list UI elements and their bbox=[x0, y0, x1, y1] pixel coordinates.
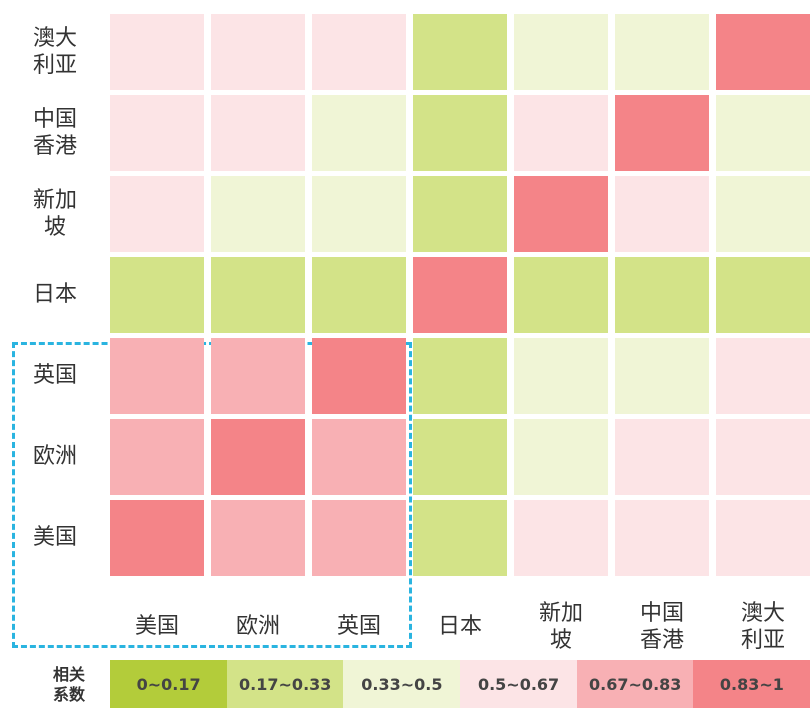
heatmap-cell bbox=[211, 95, 305, 171]
heatmap-cell bbox=[413, 14, 507, 90]
heatmap-cell bbox=[615, 338, 709, 414]
legend-item: 0~0.17 bbox=[110, 660, 228, 708]
row-label: 中国香港 bbox=[32, 106, 77, 160]
heatmap-cell bbox=[211, 338, 305, 414]
legend-item: 0.67~0.83 bbox=[576, 660, 694, 708]
heatmap-cell bbox=[716, 14, 810, 90]
heatmap-cell bbox=[716, 176, 810, 252]
legend-item: 0.33~0.5 bbox=[343, 660, 461, 708]
heatmap-cell bbox=[413, 419, 507, 495]
heatmap-cell bbox=[716, 95, 810, 171]
column-label-box: 欧洲 bbox=[211, 587, 305, 667]
heatmap-cell bbox=[514, 338, 608, 414]
heatmap-cell bbox=[110, 14, 204, 90]
heatmap-cell bbox=[716, 419, 810, 495]
heatmap-cell bbox=[110, 95, 204, 171]
heatmap-cell bbox=[514, 257, 608, 333]
column-label: 欧洲 bbox=[235, 614, 280, 640]
row-label-box: 中国香港 bbox=[10, 95, 100, 171]
heatmap-cell bbox=[211, 500, 305, 576]
heatmap-cell bbox=[514, 500, 608, 576]
heatmap-cell bbox=[615, 95, 709, 171]
heatmap-cell bbox=[413, 95, 507, 171]
heatmap-cell bbox=[312, 176, 406, 252]
heatmap-cell bbox=[110, 257, 204, 333]
heatmap-cell bbox=[312, 338, 406, 414]
legend-item: 0.5~0.67 bbox=[460, 660, 578, 708]
heatmap-cell bbox=[312, 500, 406, 576]
legend-item: 0.17~0.33 bbox=[226, 660, 344, 708]
row-label-box: 澳大利亚 bbox=[10, 14, 100, 90]
heatmap-cell bbox=[211, 176, 305, 252]
heatmap-cell bbox=[716, 338, 810, 414]
heatmap-cell bbox=[514, 176, 608, 252]
row-label-box: 新加坡 bbox=[10, 176, 100, 252]
heatmap-cell bbox=[110, 176, 204, 252]
column-label: 中国香港 bbox=[639, 600, 684, 654]
heatmap-cell bbox=[211, 257, 305, 333]
row-label: 美国 bbox=[32, 525, 77, 551]
legend-title-box: 相关系数 bbox=[34, 662, 104, 708]
column-label: 美国 bbox=[134, 614, 179, 640]
row-label-box: 英国 bbox=[10, 338, 100, 414]
heatmap-cell bbox=[110, 419, 204, 495]
heatmap-cell bbox=[312, 257, 406, 333]
heatmap-cell bbox=[413, 176, 507, 252]
heatmap-cell bbox=[716, 500, 810, 576]
row-label-box: 日本 bbox=[10, 257, 100, 333]
heatmap-cell bbox=[514, 14, 608, 90]
row-label: 新加坡 bbox=[32, 187, 77, 241]
legend-title: 相关系数 bbox=[52, 665, 85, 704]
column-label: 英国 bbox=[336, 614, 381, 640]
heatmap-cell bbox=[615, 419, 709, 495]
column-label: 新加坡 bbox=[538, 600, 583, 654]
column-label: 澳大利亚 bbox=[740, 600, 785, 654]
heatmap-cell bbox=[514, 419, 608, 495]
row-label: 欧洲 bbox=[32, 444, 77, 470]
heatmap-cell bbox=[413, 338, 507, 414]
heatmap-cell bbox=[312, 419, 406, 495]
heatmap-cell bbox=[211, 14, 305, 90]
column-label-box: 澳大利亚 bbox=[716, 587, 810, 667]
column-label-box: 英国 bbox=[312, 587, 406, 667]
column-label-box: 日本 bbox=[413, 587, 507, 667]
legend-item: 0.83~1 bbox=[693, 660, 810, 708]
heatmap-cell bbox=[312, 95, 406, 171]
heatmap-cell bbox=[211, 419, 305, 495]
row-label: 澳大利亚 bbox=[32, 25, 77, 79]
heatmap-cell bbox=[413, 257, 507, 333]
heatmap-cell bbox=[514, 95, 608, 171]
column-label-box: 中国香港 bbox=[615, 587, 709, 667]
heatmap-cell bbox=[413, 500, 507, 576]
column-label-box: 美国 bbox=[110, 587, 204, 667]
heatmap-cell bbox=[615, 176, 709, 252]
heatmap-cell bbox=[716, 257, 810, 333]
column-label: 日本 bbox=[437, 614, 482, 640]
heatmap-cell bbox=[615, 500, 709, 576]
row-label-box: 美国 bbox=[10, 500, 100, 576]
heatmap-cell bbox=[615, 257, 709, 333]
heatmap-cell bbox=[615, 14, 709, 90]
row-label: 英国 bbox=[32, 363, 77, 389]
heatmap-cell bbox=[312, 14, 406, 90]
column-label-box: 新加坡 bbox=[514, 587, 608, 667]
row-label: 日本 bbox=[32, 282, 77, 308]
heatmap-cell bbox=[110, 338, 204, 414]
heatmap-cell bbox=[110, 500, 204, 576]
row-label-box: 欧洲 bbox=[10, 419, 100, 495]
